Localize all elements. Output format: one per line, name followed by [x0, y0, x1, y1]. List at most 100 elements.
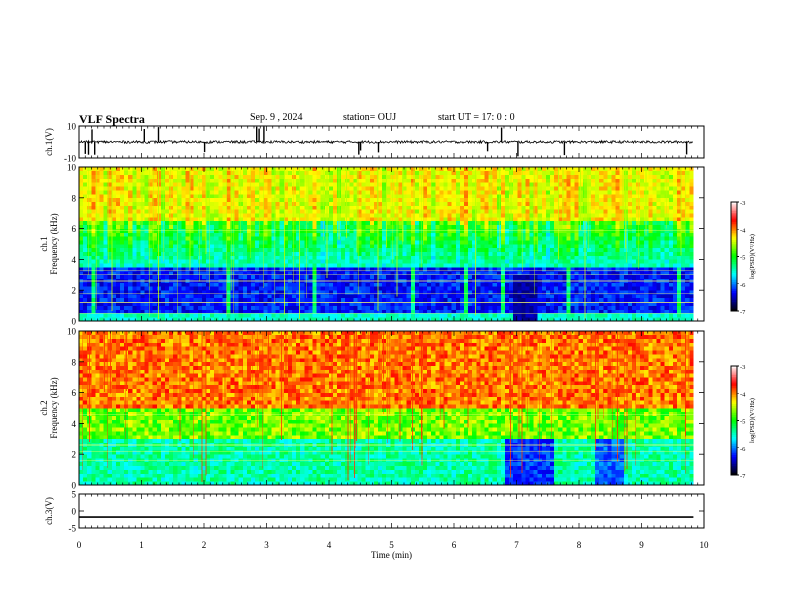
spectrogram-cell	[480, 217, 485, 222]
spectrogram-cell	[562, 282, 567, 287]
spectrogram-cell	[99, 213, 104, 218]
spectrogram-cell	[574, 244, 579, 249]
spectrogram-cell	[566, 232, 571, 237]
spectrogram-cell	[500, 313, 506, 318]
spectrogram-cell	[545, 217, 551, 222]
spectrogram-cell	[115, 232, 121, 237]
spectrogram-cell	[541, 240, 547, 245]
spectrogram-cell	[304, 313, 309, 318]
spectrogram-cell	[476, 263, 481, 268]
spectrogram-cell	[533, 309, 539, 314]
spectrogram-cell	[554, 294, 559, 299]
spectrogram-cell	[369, 290, 375, 295]
spectrogram-cell	[357, 240, 362, 245]
spectrogram-cell	[558, 255, 563, 260]
spectrogram-cell	[279, 309, 285, 314]
spectrogram-cell	[259, 247, 264, 252]
spectrogram-cell	[672, 193, 678, 199]
spectrogram-cell	[210, 232, 215, 237]
spectrogram-cell	[406, 263, 412, 268]
spectrogram-cell	[128, 313, 133, 318]
spectrogram-cell	[79, 297, 84, 303]
spectrogram-cell	[99, 305, 104, 310]
spectrogram-cell	[402, 224, 407, 229]
spectrogram-cell	[173, 232, 178, 237]
spectrogram-cell	[246, 286, 252, 291]
spectrogram-cell	[423, 247, 428, 252]
spectrogram-cell	[631, 224, 637, 229]
spectrogram-cell	[578, 317, 584, 322]
spectrogram-cell	[251, 205, 256, 210]
spectrogram-cell	[119, 205, 125, 210]
spectrogram-cell	[173, 317, 178, 322]
spectrogram-cell	[300, 201, 305, 206]
spectrogram-cell	[517, 309, 522, 314]
spectrogram-cell	[87, 251, 92, 256]
spectrogram-cell	[468, 259, 473, 264]
spectrogram-cell	[611, 193, 616, 199]
spectrogram-cell	[283, 282, 289, 287]
spectrogram-cell	[205, 251, 211, 256]
spectrogram-cell	[226, 247, 231, 252]
spectrogram-cell	[226, 255, 231, 260]
spectrogram-cell	[398, 270, 403, 276]
spectrogram-cell	[79, 220, 84, 226]
spectrogram-cell	[611, 274, 616, 279]
spectrogram-cell	[173, 240, 178, 245]
spectrogram-cell	[99, 259, 104, 264]
spectrogram-cell	[369, 205, 375, 210]
spectrogram-cell	[427, 224, 432, 229]
spectrogram-cell	[521, 209, 526, 214]
spectrogram-cell	[423, 301, 428, 306]
spectrogram-cell	[607, 301, 612, 306]
spectrogram-cell	[218, 301, 223, 306]
spectrogram-cell	[246, 301, 252, 306]
spectrogram-cell	[644, 282, 649, 287]
spectrogram-cell	[193, 305, 199, 310]
spectrogram-cell	[574, 317, 579, 322]
spectrogram-cell	[607, 259, 612, 264]
spectrogram-cell	[627, 220, 633, 226]
spectrogram-cell	[218, 270, 223, 276]
spectrogram-cell	[615, 297, 620, 303]
spectrogram-cell	[464, 217, 469, 222]
spectrogram-cell	[554, 301, 559, 306]
spectrogram-cell	[337, 259, 342, 264]
spectrogram-cell	[222, 190, 227, 195]
spectrogram-cell	[87, 259, 92, 264]
spectrogram-cell	[406, 209, 412, 214]
spectrogram-cell	[504, 259, 510, 264]
spectrogram-cell	[124, 236, 129, 241]
spectrogram-cell	[177, 244, 182, 249]
spectrogram-cell	[578, 201, 584, 206]
spectrogram-cell	[398, 213, 403, 218]
spectrogram-cell	[586, 309, 592, 314]
spectrogram-cell	[378, 267, 383, 272]
spectrogram-cell	[578, 270, 584, 276]
spectrogram-cell	[169, 274, 174, 279]
spectrogram-cell	[369, 247, 375, 252]
spectrogram-cell	[361, 270, 367, 276]
spectrogram-cell	[275, 201, 280, 206]
spectrogram-cell	[128, 317, 133, 322]
spectrogram-cell	[320, 251, 326, 256]
spectrogram-cell	[214, 301, 219, 306]
spectrogram-cell	[124, 244, 129, 249]
spectrogram-cell	[349, 267, 354, 272]
spectrogram-cell	[214, 297, 219, 303]
spectrogram-cell	[660, 270, 666, 276]
spectrogram-cell	[603, 270, 608, 276]
spectrogram-cell	[328, 197, 334, 202]
spectrogram-cell	[177, 232, 182, 237]
spectrogram-cell	[218, 205, 223, 210]
spectrogram-cell	[558, 297, 563, 303]
spectrogram-cell	[681, 274, 686, 279]
spectrogram-cell	[341, 290, 346, 295]
spectrogram-cell	[627, 217, 633, 222]
spectrogram-cell	[255, 201, 260, 206]
spectrogram-cell	[246, 294, 252, 299]
spectrogram-cell	[275, 213, 280, 218]
spectrogram-cell	[210, 290, 215, 295]
spectrogram-cell	[541, 236, 547, 241]
spectrogram-cell	[156, 309, 162, 314]
